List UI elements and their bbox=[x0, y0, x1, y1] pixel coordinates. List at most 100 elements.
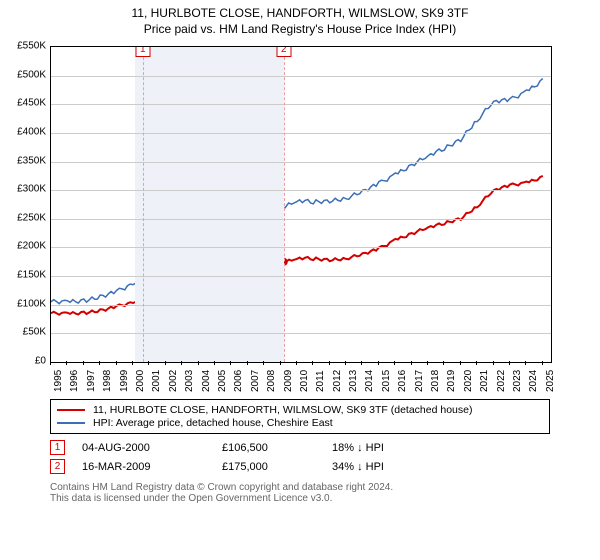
x-tick bbox=[99, 361, 100, 365]
y-tick-label: £100K bbox=[6, 298, 46, 309]
y-tick-label: £50K bbox=[6, 327, 46, 338]
gridline-h bbox=[51, 305, 551, 306]
x-tick bbox=[66, 361, 67, 365]
legend-swatch bbox=[57, 409, 85, 411]
sale-row: 104-AUG-2000£106,50018% ↓ HPI bbox=[50, 440, 550, 455]
x-tick bbox=[312, 361, 313, 365]
x-tick-label: 2004 bbox=[201, 370, 206, 392]
x-tick bbox=[247, 361, 248, 365]
x-tick bbox=[509, 361, 510, 365]
x-tick bbox=[280, 361, 281, 365]
sale-marker-box: 1 bbox=[135, 46, 150, 57]
y-tick-label: £500K bbox=[6, 69, 46, 80]
x-tick-label: 2007 bbox=[250, 370, 255, 392]
sale-price: £106,500 bbox=[222, 442, 322, 454]
x-tick bbox=[214, 361, 215, 365]
x-tick bbox=[493, 361, 494, 365]
title-line-1: 11, HURLBOTE CLOSE, HANDFORTH, WILMSLOW,… bbox=[6, 6, 594, 20]
shade-band bbox=[135, 47, 284, 362]
footer-line-2: This data is licensed under the Open Gov… bbox=[50, 493, 550, 504]
x-tick-label: 2017 bbox=[414, 370, 419, 392]
x-tick bbox=[181, 361, 182, 365]
legend-swatch bbox=[57, 422, 85, 424]
x-tick-label: 1995 bbox=[53, 370, 58, 392]
x-tick-label: 1998 bbox=[102, 370, 107, 392]
gridline-h bbox=[51, 104, 551, 105]
x-tick-label: 2006 bbox=[233, 370, 238, 392]
x-tick bbox=[443, 361, 444, 365]
x-tick bbox=[476, 361, 477, 365]
series-property bbox=[51, 176, 543, 315]
y-tick-label: £350K bbox=[6, 155, 46, 166]
x-tick-label: 2022 bbox=[496, 370, 501, 392]
x-tick bbox=[148, 361, 149, 365]
line-series-svg bbox=[51, 47, 551, 362]
gridline-h bbox=[51, 247, 551, 248]
gridline-h bbox=[51, 162, 551, 163]
sale-marker-vline bbox=[284, 47, 285, 362]
footer-attribution: Contains HM Land Registry data © Crown c… bbox=[50, 482, 550, 504]
y-tick-label: £400K bbox=[6, 126, 46, 137]
y-tick-label: £550K bbox=[6, 41, 46, 52]
x-tick-label: 2001 bbox=[151, 370, 156, 392]
x-tick-label: 2000 bbox=[135, 370, 140, 392]
x-tick-label: 2010 bbox=[299, 370, 304, 392]
x-tick bbox=[345, 361, 346, 365]
sale-price: £175,000 bbox=[222, 461, 322, 473]
sales-table: 104-AUG-2000£106,50018% ↓ HPI216-MAR-200… bbox=[50, 440, 550, 474]
y-tick-label: £450K bbox=[6, 98, 46, 109]
x-tick-label: 2003 bbox=[184, 370, 189, 392]
x-tick bbox=[83, 361, 84, 365]
x-tick bbox=[542, 361, 543, 365]
x-tick-label: 2024 bbox=[528, 370, 533, 392]
x-tick-label: 2008 bbox=[266, 370, 271, 392]
y-tick-label: £150K bbox=[6, 270, 46, 281]
x-tick-label: 2020 bbox=[463, 370, 468, 392]
sale-marker-box: 2 bbox=[276, 46, 291, 57]
x-tick-label: 2014 bbox=[364, 370, 369, 392]
x-tick bbox=[50, 361, 51, 365]
x-tick bbox=[132, 361, 133, 365]
plot-area: 12 bbox=[50, 46, 552, 363]
legend-box: 11, HURLBOTE CLOSE, HANDFORTH, WILMSLOW,… bbox=[50, 399, 550, 434]
x-tick-label: 2011 bbox=[315, 370, 320, 392]
gridline-h bbox=[51, 219, 551, 220]
x-tick-label: 2005 bbox=[217, 370, 222, 392]
gridline-h bbox=[51, 190, 551, 191]
x-tick-label: 2002 bbox=[168, 370, 173, 392]
gridline-h bbox=[51, 76, 551, 77]
x-tick-label: 2009 bbox=[283, 370, 288, 392]
gridline-h bbox=[51, 276, 551, 277]
sale-date: 04-AUG-2000 bbox=[82, 442, 212, 454]
x-tick bbox=[525, 361, 526, 365]
y-tick-label: £300K bbox=[6, 184, 46, 195]
x-tick-label: 2021 bbox=[479, 370, 484, 392]
x-tick-label: 2023 bbox=[512, 370, 517, 392]
x-tick-label: 2013 bbox=[348, 370, 353, 392]
x-tick bbox=[460, 361, 461, 365]
chart-container: 12 £0£50K£100K£150K£200K£250K£300K£350K£… bbox=[6, 42, 556, 397]
legend-label: HPI: Average price, detached house, Ches… bbox=[93, 417, 333, 429]
x-tick bbox=[230, 361, 231, 365]
x-tick-label: 2019 bbox=[446, 370, 451, 392]
legend-label: 11, HURLBOTE CLOSE, HANDFORTH, WILMSLOW,… bbox=[93, 404, 472, 416]
x-tick bbox=[165, 361, 166, 365]
sale-row: 216-MAR-2009£175,00034% ↓ HPI bbox=[50, 459, 550, 474]
x-tick bbox=[378, 361, 379, 365]
gridline-h bbox=[51, 333, 551, 334]
chart-title-block: 11, HURLBOTE CLOSE, HANDFORTH, WILMSLOW,… bbox=[6, 6, 594, 36]
sale-marker-vline bbox=[143, 47, 144, 362]
x-tick bbox=[263, 361, 264, 365]
x-tick bbox=[116, 361, 117, 365]
x-tick-label: 1997 bbox=[86, 370, 91, 392]
x-tick bbox=[394, 361, 395, 365]
legend-row: 11, HURLBOTE CLOSE, HANDFORTH, WILMSLOW,… bbox=[57, 404, 543, 416]
y-tick-label: £200K bbox=[6, 241, 46, 252]
footer-line-1: Contains HM Land Registry data © Crown c… bbox=[50, 482, 550, 493]
y-tick-label: £250K bbox=[6, 212, 46, 223]
x-tick bbox=[198, 361, 199, 365]
title-line-2: Price paid vs. HM Land Registry's House … bbox=[6, 22, 594, 36]
sale-idx-box: 1 bbox=[50, 440, 65, 455]
x-tick-label: 2015 bbox=[381, 370, 386, 392]
x-tick-label: 1999 bbox=[119, 370, 124, 392]
